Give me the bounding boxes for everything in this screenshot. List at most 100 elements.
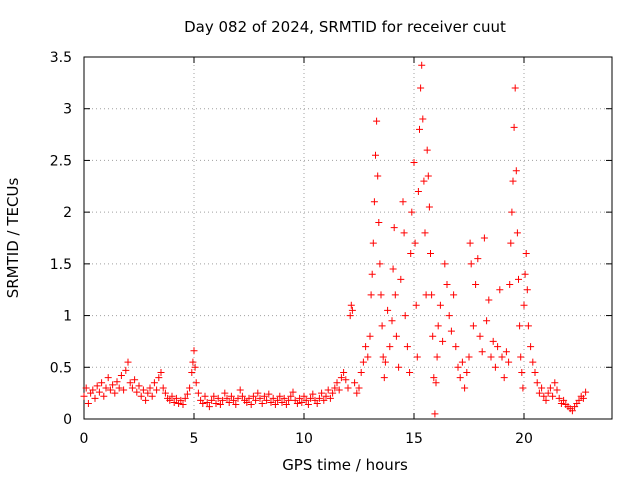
data-point (388, 317, 396, 325)
chart-title: Day 082 of 2024, SRMTID for receiver cuu… (184, 18, 506, 36)
data-point (117, 372, 125, 380)
data-point (469, 322, 477, 330)
data-points (80, 61, 590, 418)
y-tick-label: 0.5 (50, 360, 72, 376)
data-point (258, 399, 266, 407)
data-point (494, 343, 502, 351)
data-point (324, 386, 332, 394)
data-point (391, 291, 399, 299)
data-point (201, 392, 209, 400)
data-point (309, 390, 317, 398)
data-point (401, 312, 409, 320)
data-point (194, 389, 202, 397)
data-point (230, 396, 238, 404)
data-point (531, 368, 539, 376)
data-point (210, 392, 218, 400)
data-point (181, 394, 189, 402)
data-point (418, 61, 426, 69)
data-point (302, 396, 310, 404)
data-point (126, 379, 134, 387)
data-point (487, 353, 495, 361)
data-point (177, 396, 185, 404)
data-point (276, 392, 284, 400)
data-point (347, 301, 355, 309)
data-point (166, 396, 174, 404)
data-point (219, 396, 227, 404)
data-point (519, 384, 527, 392)
data-point (538, 384, 546, 392)
data-point (280, 394, 288, 402)
data-point (522, 250, 530, 258)
data-point (540, 392, 548, 400)
y-tick-label: 0 (63, 412, 72, 428)
data-point (456, 374, 464, 382)
x-tick-label: 10 (295, 431, 313, 447)
data-point (342, 376, 350, 384)
x-axis-label: GPS time / hours (282, 456, 408, 474)
data-point (516, 322, 524, 330)
data-point (502, 348, 510, 356)
data-point (520, 301, 528, 309)
y-tick-label: 1.5 (50, 257, 72, 273)
data-point (474, 255, 482, 263)
data-point (575, 396, 583, 404)
data-point (445, 312, 453, 320)
data-point (189, 358, 197, 366)
data-point (313, 399, 321, 407)
data-point (122, 366, 130, 374)
data-point (389, 265, 397, 273)
data-point (186, 384, 194, 392)
data-point (236, 386, 244, 394)
data-point (133, 388, 141, 396)
data-point (359, 358, 367, 366)
data-point (498, 353, 506, 361)
data-point (238, 392, 246, 400)
data-point (249, 392, 257, 400)
data-point (254, 389, 262, 397)
data-point (271, 401, 279, 409)
data-point (430, 374, 438, 382)
data-point (443, 281, 451, 289)
data-point (483, 317, 491, 325)
data-point (544, 389, 552, 397)
data-point (89, 386, 97, 394)
data-point (432, 379, 440, 387)
data-point (529, 358, 537, 366)
data-point (579, 394, 587, 402)
data-point (232, 401, 240, 409)
data-point (500, 374, 508, 382)
data-point (344, 384, 352, 392)
data-point (315, 394, 323, 402)
data-point (307, 394, 315, 402)
data-point (414, 187, 422, 195)
data-point (505, 358, 513, 366)
data-point (553, 386, 561, 394)
data-point (216, 401, 224, 409)
data-point (395, 363, 403, 371)
data-point (289, 388, 297, 396)
data-point (113, 378, 121, 386)
data-point (542, 396, 550, 404)
data-point (478, 348, 486, 356)
data-point (190, 347, 198, 355)
data-point (461, 384, 469, 392)
data-point (527, 343, 535, 351)
data-point (150, 379, 158, 387)
data-point (131, 376, 139, 384)
data-point (168, 392, 176, 400)
data-point (144, 389, 152, 397)
data-point (111, 389, 119, 397)
data-point (450, 291, 458, 299)
data-point (137, 392, 145, 400)
data-point (100, 392, 108, 400)
x-tick-label: 15 (405, 431, 423, 447)
data-point (472, 281, 480, 289)
data-point (372, 151, 379, 159)
data-point (424, 172, 432, 180)
data-point (390, 224, 398, 232)
data-point (367, 291, 375, 299)
data-point (128, 384, 136, 392)
data-point (513, 229, 521, 237)
data-point (298, 398, 306, 406)
data-point (124, 358, 132, 366)
